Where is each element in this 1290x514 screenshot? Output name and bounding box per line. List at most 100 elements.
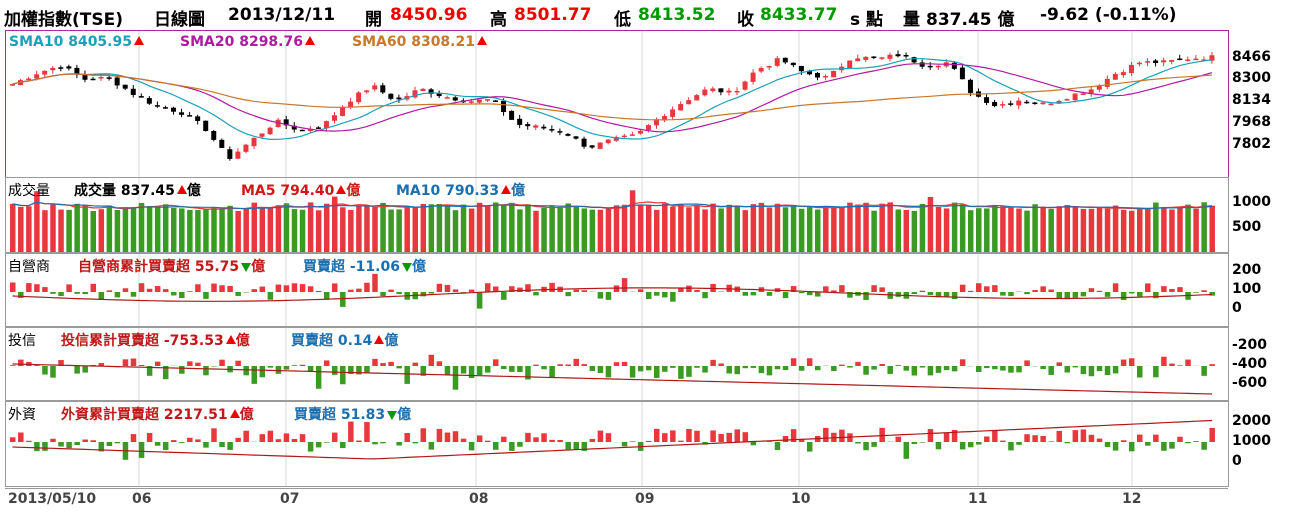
dealer-chart <box>10 254 1215 326</box>
candle-body <box>1169 60 1175 62</box>
volume-bar <box>782 207 789 252</box>
foreign-chart <box>10 402 1215 486</box>
volume-bar <box>726 204 732 252</box>
flow-bar <box>90 283 96 292</box>
flow-bar <box>1040 435 1046 442</box>
flow-bar <box>1048 289 1054 292</box>
flow-bar <box>348 366 354 374</box>
flow-bar <box>162 442 169 451</box>
flow-bar <box>879 287 885 292</box>
flow-bar <box>251 289 257 292</box>
volume-bar <box>146 206 153 252</box>
flow-bar <box>1169 363 1175 366</box>
flow-bar <box>629 441 636 442</box>
index-title: 加權指數(TSE) <box>4 10 123 30</box>
trust-chart <box>10 328 1215 400</box>
high-value: 8501.77 <box>514 5 592 25</box>
volume-bar <box>935 206 942 252</box>
flow-bar <box>187 361 193 366</box>
flow-bar <box>1137 366 1143 378</box>
dealer-ytick: 100 <box>1232 281 1262 297</box>
candle-body <box>501 100 507 113</box>
flow-bar <box>686 285 692 292</box>
flow-bar <box>911 366 918 376</box>
volume-bar <box>412 207 418 252</box>
candle-body <box>1185 59 1191 62</box>
volume-bar <box>621 204 628 252</box>
down-arrow-icon <box>401 263 412 272</box>
flow-bar <box>58 360 64 366</box>
flow-bar <box>967 442 974 448</box>
candle-body <box>211 130 217 140</box>
down-arrow-icon <box>241 263 252 272</box>
candle-body <box>887 54 893 59</box>
trust-panel-title: 投信 <box>8 333 36 349</box>
sma60-line <box>12 73 1213 121</box>
candle-body <box>364 90 370 93</box>
flow-bar <box>702 366 708 373</box>
foreign-ytick: 0 <box>1232 453 1242 469</box>
flow-bar <box>1201 290 1207 292</box>
flow-bar <box>1104 442 1111 447</box>
volume-bar <box>468 208 475 252</box>
volume-bar <box>839 206 845 252</box>
candle-body <box>380 85 386 93</box>
flow-bar <box>525 366 531 380</box>
volume-label: 量 <box>903 10 920 30</box>
flow-bar <box>195 284 201 292</box>
flow-bar <box>525 432 531 442</box>
flow-bar <box>581 290 588 292</box>
volume-bar <box>1048 208 1054 252</box>
flow-bar <box>959 284 966 292</box>
flow-bar <box>831 290 837 292</box>
flow-bar <box>179 442 185 443</box>
volume-bar <box>525 204 531 252</box>
flow-bar <box>766 292 773 296</box>
candle-body <box>573 136 579 139</box>
flow-bar <box>412 442 418 444</box>
flow-bar <box>895 292 901 297</box>
flow-bar <box>879 363 885 366</box>
candle-body <box>468 101 474 103</box>
flow-bar <box>992 285 998 292</box>
candle-body <box>984 97 990 103</box>
candle-body <box>662 116 668 121</box>
candle-body <box>291 125 297 130</box>
flow-bar <box>613 285 620 292</box>
price-chart <box>10 31 1215 177</box>
flow-bar <box>1120 292 1127 301</box>
volume-bar <box>589 209 596 252</box>
volume-bar <box>1169 209 1175 252</box>
candle-body <box>1032 102 1038 105</box>
candle-body <box>1064 99 1070 101</box>
volume-bar <box>823 206 829 252</box>
volume-bar <box>380 202 386 252</box>
flow-bar <box>670 430 676 442</box>
volume-bar <box>251 202 257 252</box>
flow-bar <box>992 429 998 442</box>
volume-bar <box>629 190 636 252</box>
flow-bar <box>782 435 789 442</box>
candle-body <box>420 88 426 92</box>
flow-bar <box>203 366 209 376</box>
volume-bar <box>847 202 853 252</box>
flow-bar <box>106 290 113 292</box>
volume-bar <box>332 196 338 252</box>
flow-bar <box>98 442 105 452</box>
candle-body <box>992 101 998 107</box>
flow-bar <box>654 428 660 442</box>
flow-bar <box>694 430 700 442</box>
volume-bar <box>1024 210 1030 252</box>
price-ytick: 7802 <box>1232 136 1271 152</box>
flow-bar <box>1161 356 1167 366</box>
flow-bar <box>484 440 491 442</box>
flow-bar <box>533 364 539 366</box>
candle-body <box>919 62 925 67</box>
candle-body <box>356 92 362 103</box>
flow-bar <box>267 292 274 300</box>
flow-bar <box>992 366 998 370</box>
candle-body <box>654 119 659 126</box>
flow-bar <box>718 434 724 442</box>
flow-bar <box>742 366 749 369</box>
flow-bar <box>686 366 692 377</box>
